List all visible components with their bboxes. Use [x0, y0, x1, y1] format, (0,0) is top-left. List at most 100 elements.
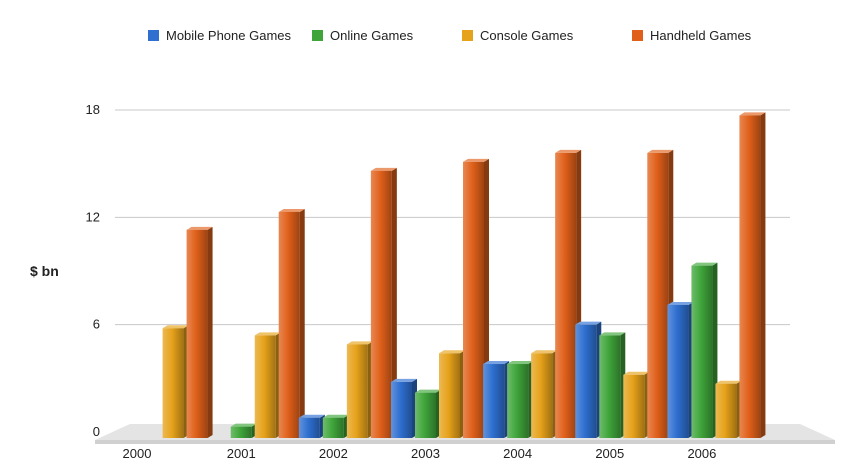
bar-top: [555, 149, 582, 153]
bar: [162, 325, 189, 438]
bar-front: [415, 392, 436, 438]
bar-front: [370, 170, 392, 439]
y-axis: $ bn 0 6 12 18: [30, 102, 100, 439]
bar-front: [278, 211, 300, 438]
bar-top: [575, 321, 602, 325]
bar-top: [507, 361, 534, 365]
y-tick-label: 12: [86, 209, 100, 224]
legend-swatch: [632, 30, 643, 41]
bar: [230, 423, 257, 438]
x-tick-label: 2005: [595, 446, 624, 461]
bar-top: [186, 226, 213, 230]
bar-top: [415, 389, 441, 393]
y-axis-label: $ bn: [30, 263, 59, 279]
legend-item: Mobile Phone Games: [148, 28, 292, 43]
bar: [370, 167, 397, 439]
bar-top: [278, 208, 305, 212]
bar-top: [254, 332, 281, 336]
bar-front: [531, 353, 553, 438]
bar-front: [667, 304, 689, 438]
bar-top: [483, 361, 510, 365]
bar-front: [507, 364, 529, 438]
x-tick-label: 2006: [687, 446, 716, 461]
bar-top: [346, 341, 373, 345]
bar-top: [691, 262, 718, 266]
bar-front: [322, 417, 344, 438]
legend-swatch: [312, 30, 323, 41]
bar-front: [254, 335, 276, 438]
bar-top: [667, 301, 694, 305]
bar-front: [599, 335, 621, 438]
grid-lines: [115, 109, 790, 326]
bar: [739, 112, 766, 438]
bar-front: [555, 152, 577, 438]
bar-side: [760, 112, 766, 438]
x-tick-label: 2004: [503, 446, 532, 461]
legend-item: Handheld Games: [632, 28, 752, 43]
x-tick-label: 2000: [123, 446, 152, 461]
y-tick-label: 18: [86, 102, 100, 117]
bar: [346, 341, 373, 438]
bar-side: [299, 208, 305, 438]
bar-front: [298, 417, 320, 438]
bar-side: [207, 226, 213, 438]
bar-front: [715, 383, 737, 438]
bar-front: [346, 344, 368, 438]
bar: [278, 208, 305, 438]
bar-front: [463, 161, 484, 438]
bar-front: [575, 324, 597, 438]
bar-front: [391, 381, 412, 438]
bar: [415, 389, 441, 438]
legend-item: Online Games: [312, 28, 414, 43]
bar-front: [162, 328, 184, 438]
legend-item: Console Games: [462, 28, 574, 43]
bar-front: [483, 364, 505, 438]
bar-top: [739, 112, 766, 116]
bar-front: [647, 152, 669, 438]
bar: [715, 380, 742, 438]
legend-swatch: [148, 30, 159, 41]
floor-edge: [95, 440, 835, 444]
bar: [667, 301, 694, 438]
bar: [483, 361, 510, 438]
bar: [322, 414, 349, 438]
bar-top: [391, 378, 417, 382]
bar: [531, 350, 558, 438]
bar: [599, 332, 626, 438]
bar-top: [162, 325, 189, 329]
y-tick-label: 0: [93, 424, 100, 439]
bar-top: [370, 167, 397, 171]
legend-label: Mobile Phone Games: [166, 28, 292, 43]
bar: [439, 350, 465, 438]
bar: [623, 371, 650, 438]
bar-front: [623, 374, 645, 438]
bar: [186, 226, 213, 438]
bar-front: [230, 426, 252, 438]
x-axis: 2000 2001 2002 2003 2004 2005 2006: [123, 446, 717, 461]
x-tick-label: 2001: [227, 446, 256, 461]
bar-top: [230, 423, 257, 427]
bar: [391, 378, 417, 438]
bar: [575, 321, 602, 438]
x-tick-label: 2003: [411, 446, 440, 461]
legend-label: Handheld Games: [650, 28, 752, 43]
bar: [254, 332, 281, 438]
bar-front: [691, 265, 713, 438]
bar-side: [391, 167, 397, 439]
legend-label: Console Games: [480, 28, 574, 43]
bar-front: [186, 229, 208, 438]
bar-top: [623, 371, 650, 375]
x-tick-label: 2002: [319, 446, 348, 461]
bar-top: [715, 380, 742, 384]
bar-front: [439, 353, 460, 438]
bar-top: [322, 414, 349, 418]
bar: [691, 262, 718, 438]
legend: Mobile Phone Games Online Games Console Ga…: [148, 28, 752, 43]
bar-top: [298, 414, 325, 418]
bar-front: [739, 115, 761, 438]
bar-top: [599, 332, 626, 336]
bar: [298, 414, 325, 438]
legend-swatch: [462, 30, 473, 41]
